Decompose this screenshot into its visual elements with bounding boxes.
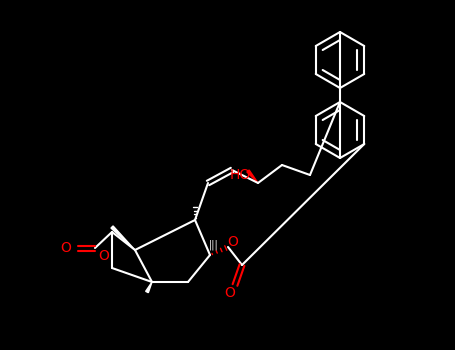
Text: O: O [228,235,238,249]
Polygon shape [111,226,135,250]
Text: O: O [61,241,71,255]
Text: HO: HO [229,168,251,182]
Text: |||: ||| [209,240,219,250]
Polygon shape [247,170,258,183]
Polygon shape [146,282,152,293]
Text: O: O [99,249,110,263]
Text: O: O [225,286,235,300]
